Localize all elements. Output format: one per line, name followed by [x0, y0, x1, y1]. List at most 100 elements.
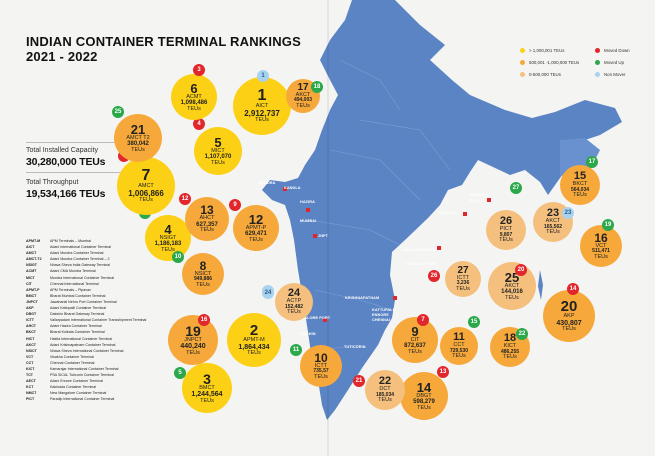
state-lines [309, 59, 451, 351]
abbreviation-code: AMCT-T2 [26, 257, 42, 262]
terminal-code: PICT [499, 226, 513, 233]
abbreviation-name: PSA SICAL Tuticorin Container Terminal [50, 373, 114, 378]
abbreviation-name: Kamarajar International Container Termin… [50, 366, 119, 371]
terminal-bubble: 14 DBGT 598,279 TEUs [400, 372, 448, 420]
terminal-unit: TEUs [196, 281, 210, 288]
abbreviation-name: Jawaharlal Nehru Port Container Terminal [50, 299, 117, 304]
legend-dot [595, 72, 600, 77]
abbreviation-row: AKP Adani Kattupalli Container Terminal [26, 305, 176, 311]
terminal-teus: 1,864,434 [238, 343, 270, 351]
abbreviation-name: Adani Krishnapatnam Container Terminal [50, 342, 116, 347]
terminal-teus: 511,471 [592, 248, 610, 255]
abbreviation-code: VCT [26, 354, 34, 359]
terminal-teus: 9,807 [499, 231, 513, 238]
terminal-rank: 23 [546, 207, 560, 220]
title-line-1: INDIAN CONTAINER TERMINAL RANKINGS [26, 34, 301, 49]
terminal-unit: TEUs [139, 197, 153, 204]
abbreviation-row: KCT Kakinada Container Terminal [26, 384, 176, 390]
terminal-teus: 185,034 [375, 391, 395, 398]
terminal-code: DBGT [416, 392, 432, 399]
abbreviation-code: AKCT [26, 342, 36, 347]
previous-rank-badge: 12 [179, 193, 191, 205]
port-cochin: COCHIN [300, 332, 316, 336]
terminal-bubble: 21 AMCT T2 380,042 TEUs [114, 114, 162, 162]
terminal-unit: TEUs [456, 285, 470, 292]
abbreviation-row: NMCT New Mangalore Container Terminal [26, 390, 176, 396]
abbreviation-code: NMCT [26, 391, 37, 396]
terminal-bubble: 10 ICTT 735,57 TEUs [300, 345, 342, 387]
previous-rank-badge: 16 [198, 314, 210, 326]
port-visakhapatnam: VISAKHAPATNAM [402, 248, 437, 252]
abbreviation-row: AHCT Adani Hazira Container Terminal [26, 323, 176, 329]
abbreviation-row: VCT Visakha Container Terminal [26, 354, 176, 360]
abbreviation-code: NSICT [26, 348, 37, 353]
india-mainland [262, 0, 622, 420]
terminal-code: AKCT [504, 282, 520, 289]
terminal-bubble: 16 VCT 511,471 TEUs [580, 225, 622, 267]
terminal-rank: 13 [200, 203, 214, 218]
terminal-teus: 152,482 [284, 303, 304, 310]
previous-rank-badge: 7 [417, 314, 429, 326]
abbreviation-row: CCT Chennai Container Terminal [26, 360, 176, 366]
terminal-rank: 4 [164, 221, 172, 237]
terminal-code: JNPCT [184, 336, 202, 343]
terminal-code: ICTT [456, 274, 470, 281]
terminal-unit: TEUs [546, 229, 560, 236]
port-ennore: ENNORE [372, 313, 389, 317]
terminal-code: AMCT [138, 183, 154, 190]
abbreviation-code: TCT [26, 373, 33, 378]
abbreviation-name: Adani International Container Terminal [50, 245, 112, 250]
terminal-teus: 1,098,486 [180, 100, 208, 107]
terminal-rank: 21 [130, 121, 146, 137]
terminal-teus: 3,236 [456, 280, 470, 287]
terminal-teus: 494,003 [293, 97, 313, 104]
legend-dot [520, 72, 525, 77]
abbreviation-code: AKP [26, 306, 34, 311]
port-marker [306, 208, 310, 212]
terminal-teus: 440,240 [180, 343, 206, 351]
terminal-teus: 1,186,183 [154, 241, 182, 248]
terminal-unit: TEUs [314, 373, 328, 380]
previous-rank-badge: 13 [437, 366, 449, 378]
terminal-rank: 9 [411, 323, 419, 339]
terminal-bubble: 23 AKCT 165,562 TEUs [533, 202, 573, 242]
terminal-unit: TEUs [249, 236, 263, 243]
terminal-bubble: 13 AHCT 627,357 TEUs [185, 197, 229, 241]
throughput-value: 19,534,166 TEUs [26, 188, 106, 200]
andaman-islands [538, 270, 543, 300]
abbreviation-list: APMT-M APM Terminals – Mumbai AICT Adani In… [26, 238, 176, 403]
terminal-teus: 430,807 [556, 319, 582, 327]
abbreviation-row: AECT Adani Ennore Container Terminal [26, 378, 176, 384]
terminal-rank: 3 [203, 370, 211, 387]
abbreviation-row: ACMT Adani CMA Mundra Terminal [26, 268, 176, 274]
terminal-unit: TEUs [562, 326, 576, 333]
terminal-rank: 6 [190, 80, 198, 96]
abbreviation-row: NSICT Nhava Sheva International Container… [26, 348, 176, 354]
terminal-unit: TEUs [200, 227, 214, 234]
abbreviation-row: DBGT Dakshin Bharat Gateway Terminal [26, 311, 176, 317]
abbreviation-code: NSIGT [26, 263, 37, 268]
previous-rank-badge: 21 [353, 375, 365, 387]
terminal-rank: 1 [257, 87, 267, 105]
terminal-teus: 1,107,070 [204, 154, 232, 161]
terminal-teus: 629,471 [245, 231, 267, 238]
terminal-unit: TEUs [200, 397, 214, 404]
abbreviation-row: HICT Haldia International Container Termi… [26, 336, 176, 342]
legend-non-mover: Non Mover [595, 72, 625, 77]
terminal-code: KICT [503, 343, 517, 350]
terminal-rank: 10 [314, 350, 328, 365]
page-title: INDIAN CONTAINER TERMINAL RANKINGS 2021 … [26, 34, 301, 64]
terminal-code: APMT-M [243, 337, 265, 344]
terminal-unit: TEUs [408, 348, 422, 355]
abbreviation-row: TCT PSA SICAL Tuticorin Container Termina… [26, 372, 176, 378]
abbreviation-code: BMCT [26, 293, 37, 298]
terminal-teus: 627,357 [196, 221, 218, 228]
terminal-rank: 22 [378, 375, 392, 388]
terminal-unit: TEUs [594, 253, 608, 260]
abbreviation-name: APM Terminals – Mumbai [50, 239, 91, 243]
terminal-rank: 27 [457, 264, 469, 276]
port-marker [283, 187, 287, 191]
abbreviation-name: Kakinada Container Terminal [50, 385, 97, 390]
terminal-bubble: 26 PICT 9,807 TEUs [486, 210, 526, 250]
terminal-code: ACTP [286, 298, 302, 305]
